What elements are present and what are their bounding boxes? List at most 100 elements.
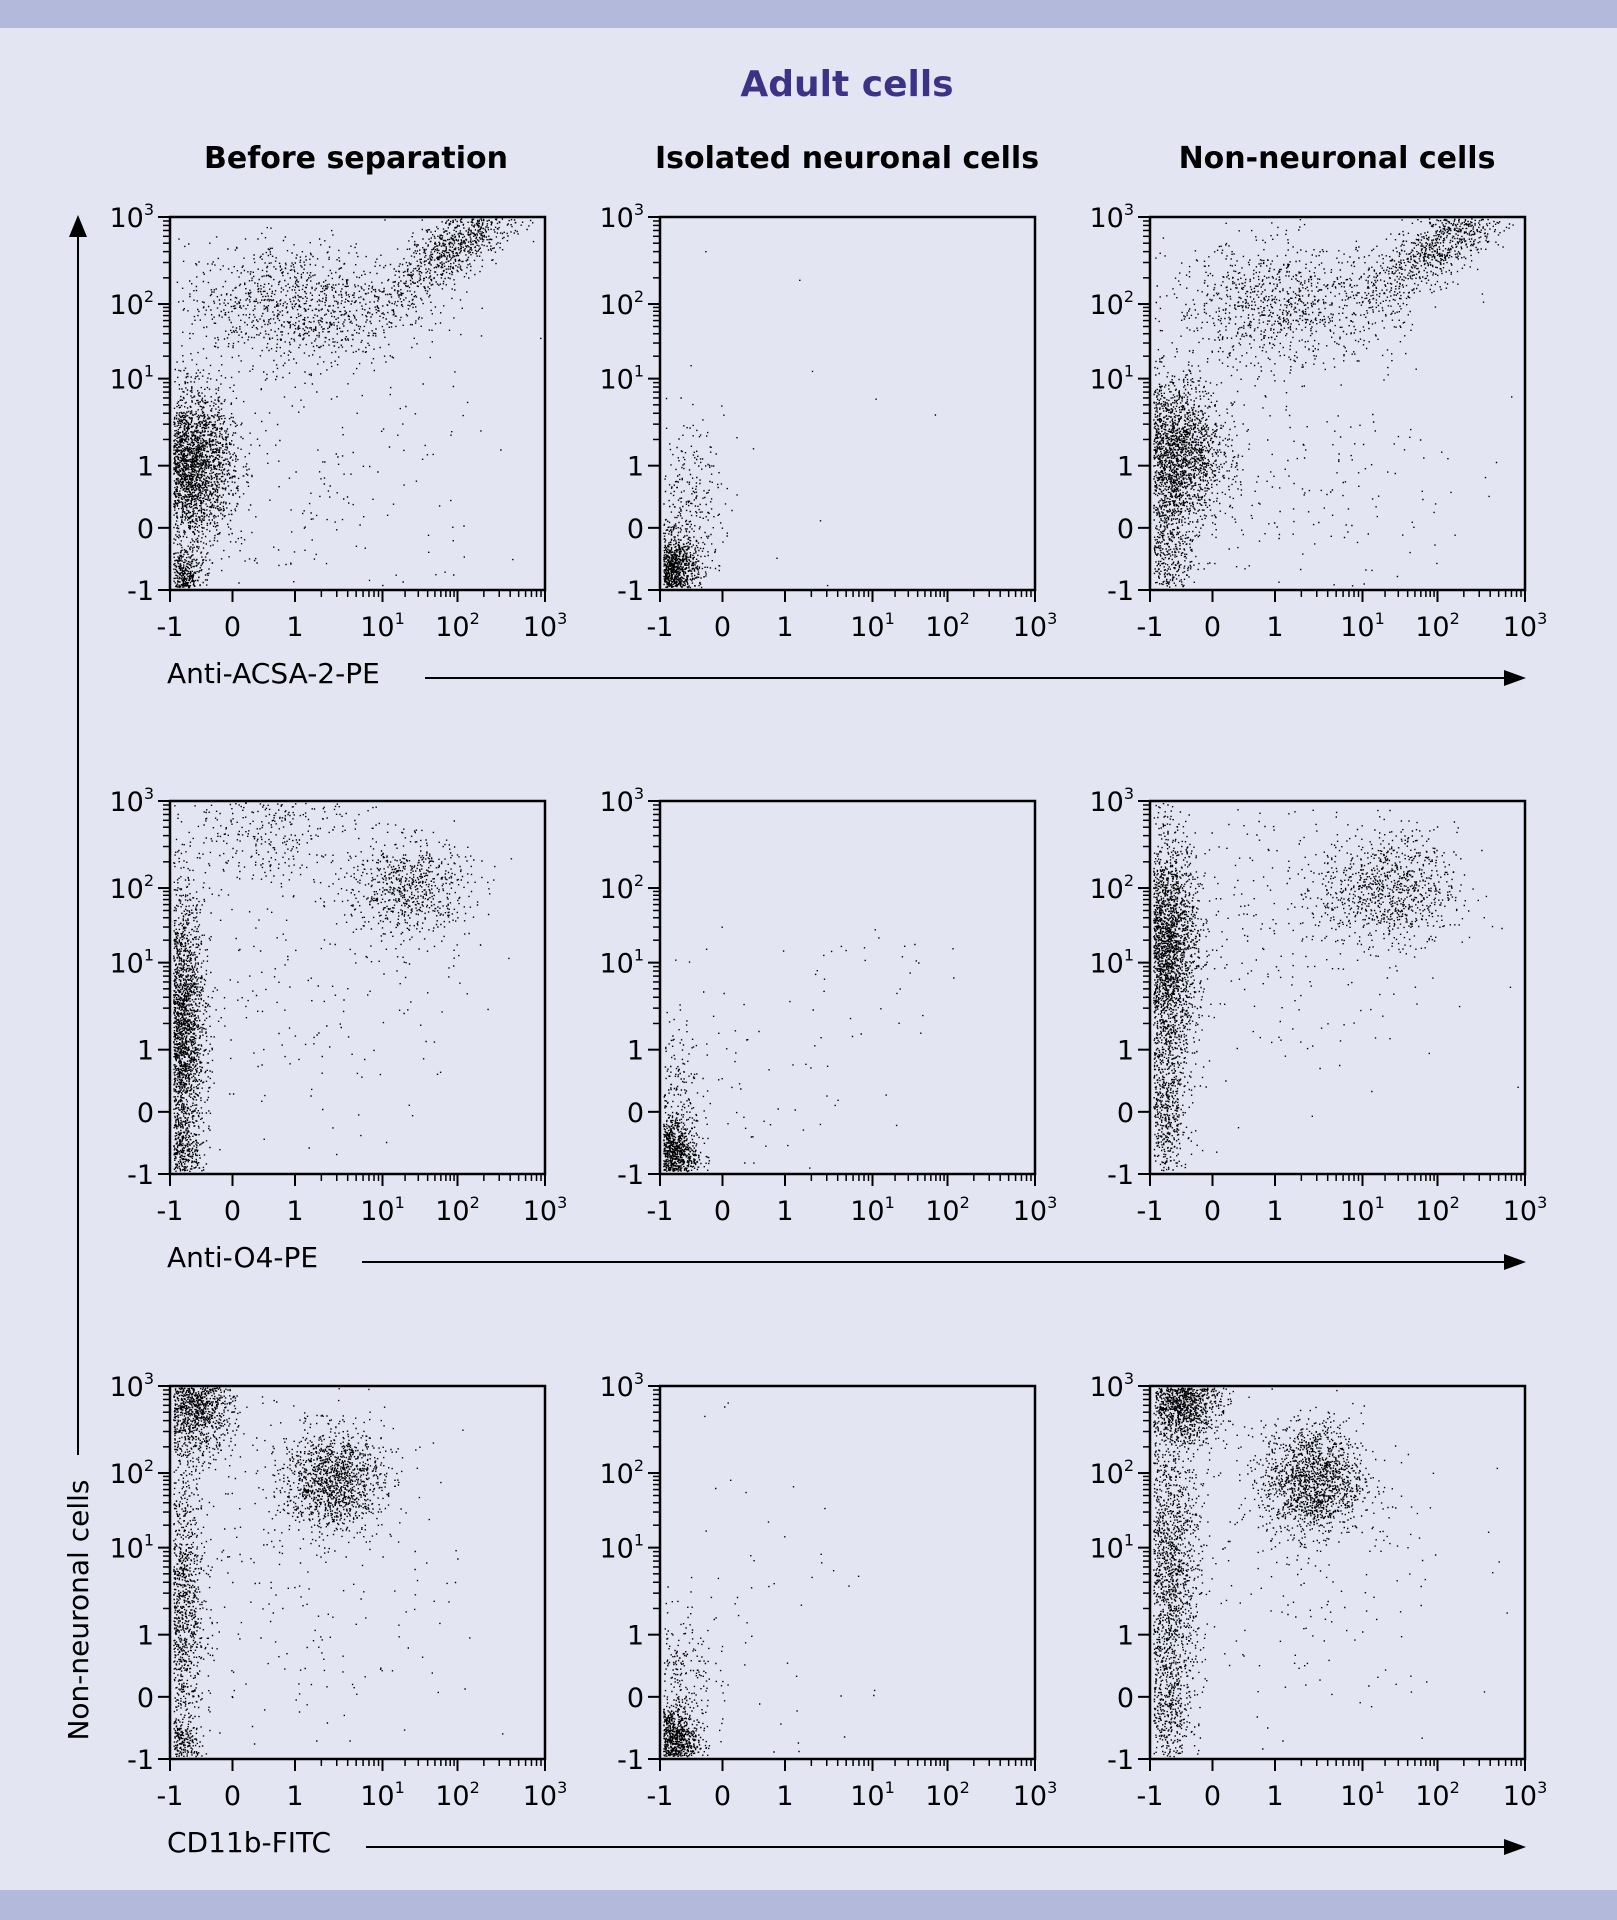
scatter-panel-r2-c3: -1-1 0 0 1 1 101 101 102 102 103 103 [1089, 784, 1547, 1227]
x-axis-arrowhead [1504, 1254, 1526, 1270]
x-tick-label: 103 [523, 1193, 568, 1227]
y-tick-label: 103 [1089, 200, 1134, 234]
plot-frame [168, 215, 547, 592]
y-tick-label: -1 [1107, 1160, 1134, 1191]
column-title-non-neuronal: Non-neuronal cells [1179, 141, 1496, 176]
x-tick-label: -1 [157, 1196, 184, 1227]
x-tick-label: 103 [523, 609, 568, 643]
plot-frame [168, 1384, 547, 1761]
x-tick-label: 102 [925, 609, 970, 643]
x-tick-label: 101 [360, 609, 405, 643]
x-tick-label: 101 [1340, 1193, 1385, 1227]
scatter-panel-r1-c3: -1-1 0 0 1 1 101 101 102 102 103 103 [1089, 200, 1547, 643]
x-tick-label: 0 [224, 1196, 241, 1227]
y-tick-label: 1 [1117, 1036, 1134, 1067]
y-tick-label: 101 [109, 946, 154, 980]
y-tick-label: -1 [127, 576, 154, 607]
x-tick-label: 1 [286, 1781, 303, 1812]
y-tick-label: 0 [137, 514, 154, 545]
y-tick-label: 0 [1117, 514, 1134, 545]
plot-frame [658, 799, 1037, 1176]
y-tick-label: 1 [137, 452, 154, 483]
x-axis-title-row-3: CD11b-FITC [167, 1826, 331, 1859]
y-tick-label: 102 [599, 1456, 644, 1490]
scatter-points [1153, 218, 1514, 588]
y-tick-label: 101 [1089, 1531, 1134, 1565]
y-tick-label: 103 [599, 200, 644, 234]
top-band [0, 0, 1617, 28]
plot-frame [1148, 215, 1527, 592]
y-tick-label: 101 [1089, 362, 1134, 396]
x-tick-label: -1 [157, 612, 184, 643]
figure-title: Adult cells [740, 64, 953, 105]
x-axis-title-row-2: Anti-O4-PE [167, 1241, 318, 1274]
scatter-points [1153, 803, 1519, 1172]
x-tick-label: 0 [224, 612, 241, 643]
x-tick-label: 1 [286, 1196, 303, 1227]
y-tick-label: 103 [109, 1369, 154, 1403]
scatter-panel-r2-c2: -1-1 0 0 1 1 101 101 102 102 103 103 [599, 784, 1057, 1227]
scatter-points [173, 1387, 504, 1758]
plot-frame [168, 799, 547, 1176]
x-tick-label: 0 [714, 612, 731, 643]
y-tick-label: 1 [627, 1036, 644, 1067]
y-tick-label: 101 [109, 362, 154, 396]
x-tick-label: 103 [1013, 1778, 1058, 1812]
scatter-panel-r3-c3: -1-1 0 0 1 1 101 101 102 102 103 103 [1089, 1369, 1547, 1812]
x-tick-label: 0 [224, 1781, 241, 1812]
scatter-panel-r1-c1: -1-1 0 0 1 1 101 101 102 102 103 103 [109, 200, 567, 643]
x-axis-arrowhead [1504, 670, 1526, 686]
y-tick-label: -1 [617, 576, 644, 607]
x-tick-label: -1 [647, 1781, 674, 1812]
x-axis-arrowhead [1504, 1839, 1526, 1855]
y-tick-label: 0 [137, 1098, 154, 1129]
x-tick-label: 103 [1503, 609, 1548, 643]
y-tick-label: -1 [1107, 576, 1134, 607]
y-tick-label: 101 [1089, 946, 1134, 980]
x-tick-label: 1 [286, 612, 303, 643]
scatter-points [663, 926, 955, 1173]
x-tick-label: 102 [1415, 1778, 1460, 1812]
x-tick-label: 103 [523, 1778, 568, 1812]
x-tick-label: 103 [1503, 1193, 1548, 1227]
x-tick-label: 102 [435, 1778, 480, 1812]
y-axis-arrowhead [69, 215, 87, 237]
x-tick-label: 1 [776, 612, 793, 643]
y-tick-label: 102 [109, 1456, 154, 1490]
x-tick-label: 103 [1013, 1193, 1058, 1227]
y-tick-label: 0 [627, 1098, 644, 1129]
y-tick-label: 0 [1117, 1098, 1134, 1129]
x-tick-label: 101 [360, 1193, 405, 1227]
scatter-panel-r3-c2: -1-1 0 0 1 1 101 101 102 102 103 103 [599, 1369, 1057, 1812]
y-tick-label: 1 [137, 1621, 154, 1652]
x-tick-label: -1 [1137, 612, 1164, 643]
y-axis-title: Non-neuronal cells [62, 1479, 95, 1740]
x-tick-label: 101 [1340, 1778, 1385, 1812]
y-tick-label: 101 [109, 1531, 154, 1565]
x-tick-label: 1 [776, 1781, 793, 1812]
scatter-points [173, 802, 513, 1173]
x-tick-label: 102 [1415, 1193, 1460, 1227]
y-tick-label: 1 [137, 1036, 154, 1067]
y-tick-label: 1 [627, 1621, 644, 1652]
x-tick-label: 102 [435, 1193, 480, 1227]
y-tick-label: 103 [599, 784, 644, 818]
y-tick-label: 103 [109, 200, 154, 234]
y-tick-label: 1 [1117, 1621, 1134, 1652]
y-tick-label: 1 [627, 452, 644, 483]
bottom-band [0, 1890, 1617, 1920]
y-tick-label: 103 [599, 1369, 644, 1403]
y-tick-label: 103 [1089, 784, 1134, 818]
y-tick-label: 102 [1089, 287, 1134, 321]
y-tick-label: 103 [1089, 1369, 1134, 1403]
scatter-panels: -1-10011101101102102103103-1-10011101101… [109, 200, 1547, 1855]
scatter-panel-r2-c1: -1-1 0 0 1 1 101 101 102 102 103 103 [109, 784, 567, 1227]
x-tick-label: 0 [1204, 1196, 1221, 1227]
y-tick-label: 101 [599, 1531, 644, 1565]
y-tick-label: -1 [1107, 1745, 1134, 1776]
scatter-points [663, 1402, 876, 1758]
y-tick-label: 0 [627, 514, 644, 545]
x-tick-label: 102 [435, 609, 480, 643]
